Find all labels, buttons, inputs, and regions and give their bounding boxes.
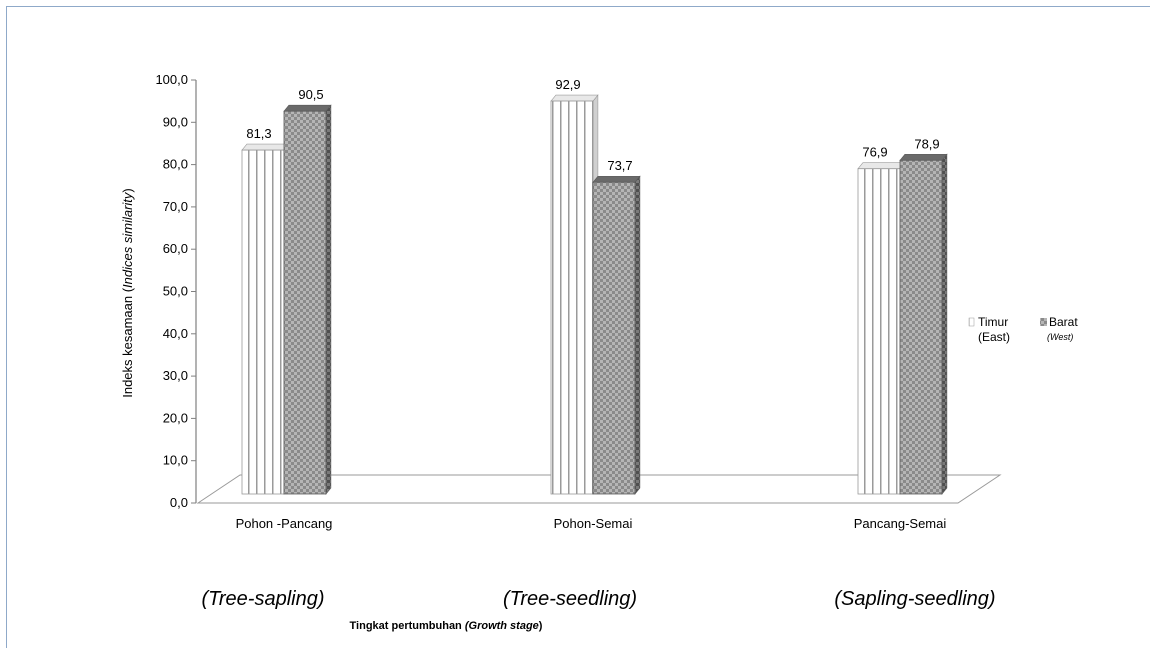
x-axis-title: Tingkat pertumbuhan (Growth stage): [350, 620, 543, 632]
legend-label-west: Barat: [1049, 315, 1078, 329]
data-label: 73,7: [607, 158, 632, 173]
legend-sublabel-west: (West): [1047, 332, 1073, 342]
y-tick-label: 50,0: [163, 284, 188, 299]
data-label: 76,9: [862, 145, 887, 160]
bar-east: [550, 94, 599, 495]
y-tick-label: 80,0: [163, 157, 188, 172]
bar-east: [241, 143, 290, 495]
chart-floor: Pohon -Pancang (Tree-sapling) Pohon-Semai (…: [196, 474, 1002, 610]
chart-frame: [6, 6, 1150, 648]
data-label: 90,5: [298, 87, 323, 102]
y-tick-label: 20,0: [163, 410, 188, 425]
y-axis-title: Indeks kesamaan (Indices similarity): [120, 188, 135, 398]
bar-west: [899, 153, 948, 495]
legend-swatch-east: [968, 317, 975, 327]
floor-plane: [196, 474, 1002, 504]
data-labels: 81,3 90,5 92,9 73,7 76,9 78,9: [246, 77, 939, 173]
bars: [241, 94, 948, 495]
legend-swatch-west: [1040, 318, 1047, 326]
y-tick-label: 100,0: [155, 72, 188, 87]
data-label: 81,3: [246, 126, 271, 141]
category-label: Pohon -Pancang: [236, 516, 333, 531]
category-label-en: (Sapling-seedling): [834, 588, 995, 610]
y-tick-label: 70,0: [163, 199, 188, 214]
data-label: 92,9: [555, 77, 580, 92]
data-label: 78,9: [914, 136, 939, 151]
y-tick-label: 40,0: [163, 326, 188, 341]
y-tick-label: 0,0: [170, 495, 188, 510]
bar-east: [857, 161, 906, 495]
y-tick-label: 30,0: [163, 368, 188, 383]
y-tick-label: 90,0: [163, 114, 188, 129]
bar-west: [592, 175, 641, 495]
y-tick-label: 60,0: [163, 241, 188, 256]
legend: Timur (East) Barat (West): [968, 315, 1078, 344]
y-tick-label: 10,0: [163, 453, 188, 468]
y-axis: 0,0 10,0 20,0 30,0 40,0 50,0 60,0 70,0 80,0 90,0 1…: [155, 72, 197, 510]
category-label-en: (Tree-sapling): [202, 588, 325, 610]
category-label-en: (Tree-seedling): [503, 588, 637, 610]
category-label: Pohon-Semai: [554, 516, 633, 531]
legend-label-east: Timur: [978, 315, 1008, 329]
category-label: Pancang-Semai: [854, 516, 947, 531]
legend-sublabel-east: (East): [978, 330, 1010, 344]
bar-west: [283, 104, 332, 495]
